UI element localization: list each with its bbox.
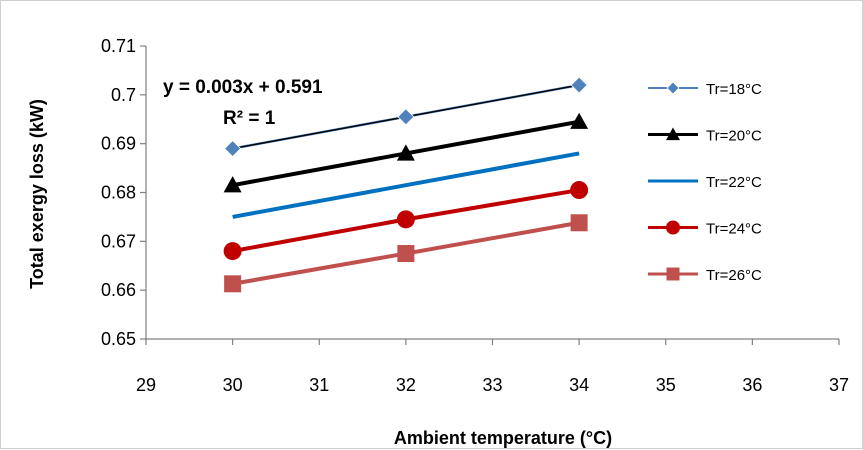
series-1 [224,76,588,158]
trendline-equation: y = 0.003x + 0.591 [163,77,323,98]
x-tick-label: 35 [656,375,676,395]
legend-label: Tr=22°C [706,174,762,191]
y-tick-label: 0.68 [101,183,136,203]
series-line [232,151,580,219]
y-axis-title: Total exergy loss (kW) [27,99,47,289]
legend-item: Tr=24°C [648,220,762,238]
x-tick-label: 31 [309,375,329,395]
y-axis-ticks: 0.65 0.66 0.67 0.68 0.69 0.7 0.71 [101,36,146,349]
x-axis-ticks: 29 30 31 32 33 34 35 36 37 [136,339,849,395]
data-point [223,176,242,193]
series-5 [224,214,588,293]
y-tick-label: 0.66 [101,280,136,300]
x-tick-label: 37 [829,375,849,395]
data-point [396,210,415,229]
legend-label: Tr=20°C [706,128,762,145]
legend-label: Tr=24°C [706,221,762,238]
series-4 [223,181,589,261]
y-tick-label: 0.7 [111,85,136,105]
y-tick-label: 0.71 [101,36,136,56]
legend-swatch-marker [666,81,680,95]
legend-swatch-marker [666,220,680,235]
series-3 [232,151,580,219]
data-point [224,275,242,293]
legend-item: Tr=22°C [648,174,762,191]
x-tick-label: 34 [569,375,589,395]
legend: Tr=18°C Tr=20°C Tr=22°C Tr=24°C Tr=26°C [648,81,762,284]
data-point [397,245,415,263]
x-tick-label: 32 [396,375,416,395]
series-2 [223,112,589,193]
data-point [570,76,588,94]
data-point [570,214,588,232]
legend-label: Tr=26°C [706,267,762,284]
legend-label: Tr=18°C [706,81,762,98]
y-tick-label: 0.67 [101,231,136,251]
data-point [570,181,589,200]
x-tick-label: 33 [482,375,502,395]
x-tick-label: 36 [742,375,762,395]
data-point [397,108,415,126]
legend-item: Tr=18°C [648,81,762,98]
data-point [570,112,589,129]
series-layer [223,76,589,293]
legend-item: Tr=26°C [648,267,762,284]
y-tick-label: 0.69 [101,134,136,154]
data-point [223,242,242,261]
legend-swatch-marker [666,127,680,141]
x-tick-label: 30 [223,375,243,395]
legend-item: Tr=20°C [648,127,762,145]
y-tick-label: 0.65 [101,329,136,349]
x-tick-label: 29 [136,375,156,395]
data-point [396,144,415,161]
r-squared-label: R² = 1 [223,108,276,129]
legend-swatch-marker [666,267,680,281]
x-axis-title: Ambient temperature (°C) [394,428,612,448]
data-point [224,139,242,158]
